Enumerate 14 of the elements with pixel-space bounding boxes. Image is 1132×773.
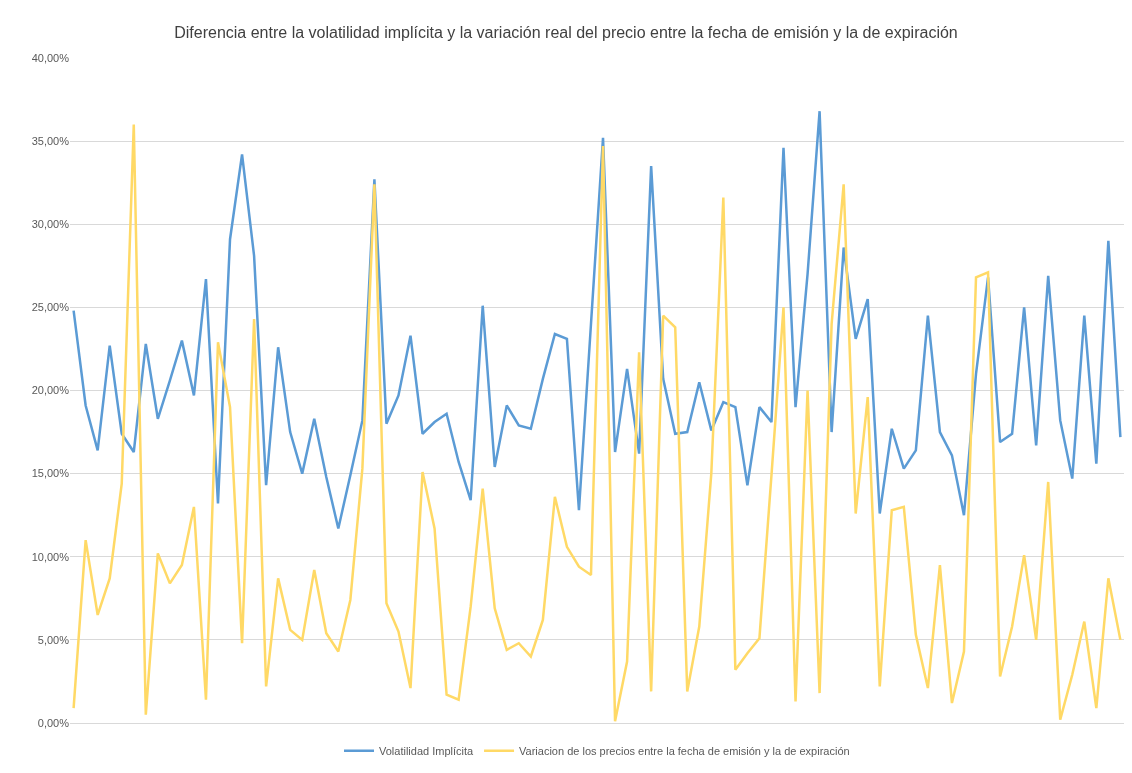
y-tick-label: 30,00% xyxy=(31,218,70,231)
y-tick-label: 0,00% xyxy=(37,716,70,729)
line-series xyxy=(72,109,1122,530)
line-series xyxy=(72,123,1122,723)
y-tick-label: 25,00% xyxy=(31,301,70,314)
legend-label: Variacion de los precios entre la fecha de emisión y la de expiración xyxy=(519,745,850,758)
chart-title: Diferencia entre la volatilidad implícita y la variación real del precio entre la fecha de emisión y la de expiración xyxy=(174,24,958,42)
y-tick-label: 15,00% xyxy=(31,467,70,480)
y-tick-label: 20,00% xyxy=(31,384,70,397)
y-tick-label: 10,00% xyxy=(31,550,70,563)
y-tick-label: 5,00% xyxy=(37,633,70,646)
y-tick-label: 35,00% xyxy=(31,134,70,147)
y-tick-label: 40,00% xyxy=(31,51,70,64)
legend-label: Volatilidad Implícita xyxy=(379,745,475,758)
